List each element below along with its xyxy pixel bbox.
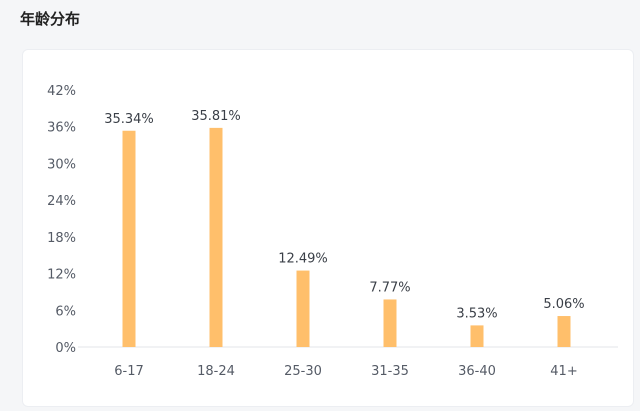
bars: 35.34% 35.81% 12.49% 7.77% 3.53% 5.06% — [104, 109, 585, 347]
y-axis: 0% 6% 12% 18% 24% 30% 36% 42% — [47, 84, 76, 356]
y-tick-label: 12% — [47, 268, 76, 283]
data-label: 5.06% — [543, 297, 584, 312]
x-tick-label: 6-17 — [114, 364, 144, 379]
y-tick-label: 42% — [47, 84, 76, 99]
data-label: 35.81% — [191, 109, 241, 124]
y-tick-label: 24% — [47, 194, 76, 209]
x-tick-label: 36-40 — [458, 364, 496, 379]
section-title: 年龄分布 — [20, 10, 81, 28]
x-tick-label: 41+ — [550, 364, 577, 379]
x-tick-label: 18-24 — [197, 364, 235, 379]
x-axis: 6-17 18-24 25-30 31-35 36-40 41+ — [114, 364, 577, 379]
bar — [209, 127, 223, 347]
y-tick-label: 18% — [47, 231, 76, 246]
data-label: 35.34% — [104, 112, 154, 127]
bar — [557, 316, 571, 347]
x-tick-label: 31-35 — [371, 364, 409, 379]
y-tick-label: 36% — [47, 121, 76, 136]
bar — [383, 299, 397, 347]
data-label: 7.77% — [369, 280, 410, 295]
bar — [296, 270, 310, 347]
chart-card: 0% 6% 12% 18% 24% 30% 36% 42% 35.34% 35.81% 12.49… — [22, 49, 634, 407]
y-tick-label: 6% — [55, 304, 76, 319]
bar — [122, 130, 136, 347]
bar — [470, 325, 484, 347]
y-tick-label: 30% — [47, 157, 76, 172]
data-label: 12.49% — [278, 252, 328, 267]
x-tick-label: 25-30 — [284, 364, 322, 379]
age-distribution-chart: 0% 6% 12% 18% 24% 30% 36% 42% 35.34% 35.81% 12.49… — [47, 84, 618, 379]
data-label: 3.53% — [456, 306, 497, 321]
y-tick-label: 0% — [55, 341, 76, 356]
